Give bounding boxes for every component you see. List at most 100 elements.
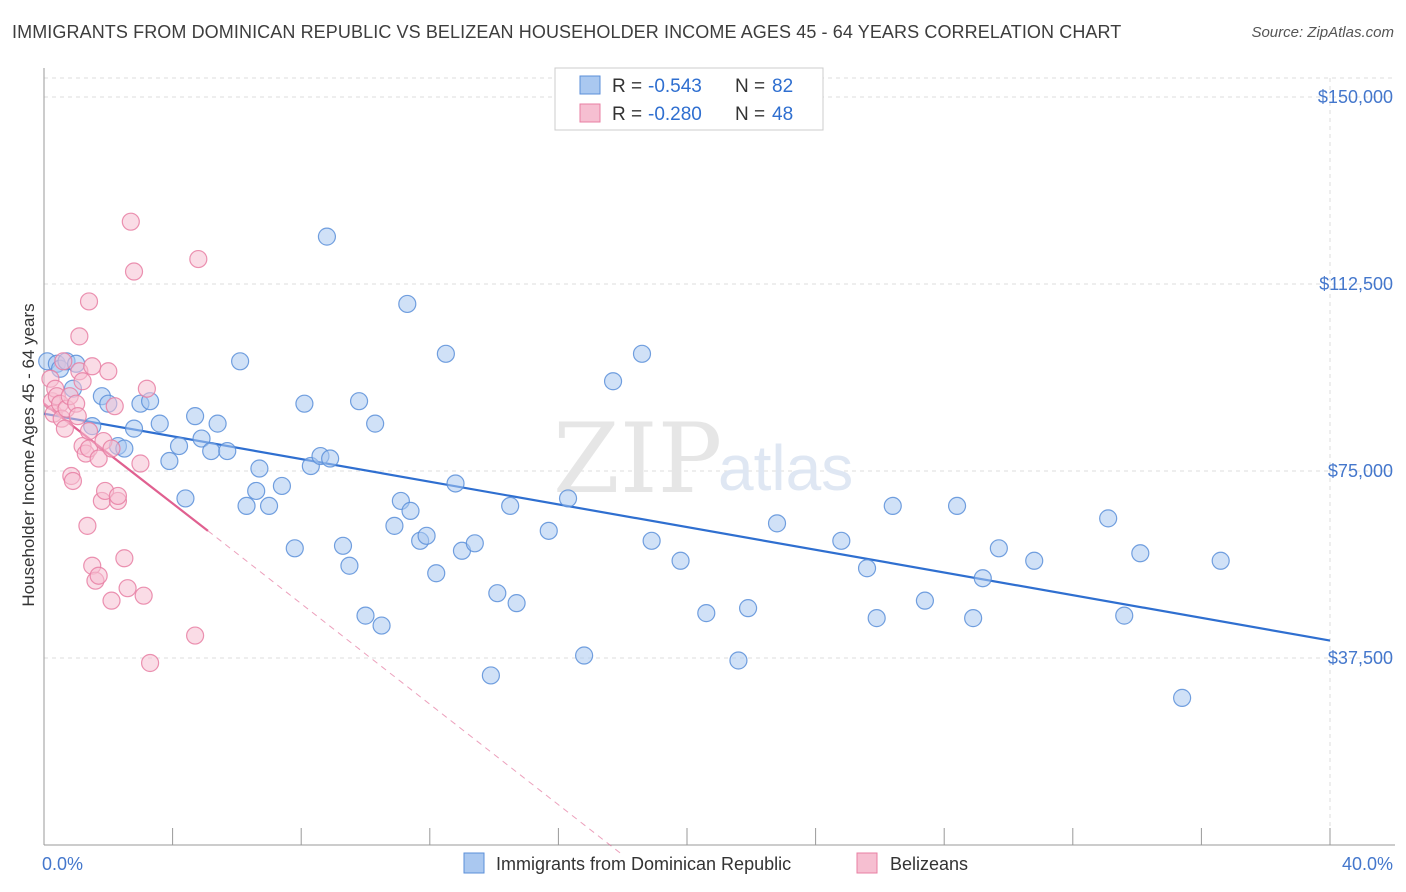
point-belizean-8 <box>55 419 74 438</box>
point-dominican-56 <box>539 521 558 540</box>
y-axis-label: Householder Income Ages 45 - 64 years <box>19 303 38 606</box>
bottom-legend: Immigrants from Dominican Republic Beliz… <box>463 852 968 874</box>
chart-title: IMMIGRANTS FROM DOMINICAN REPUBLIC VS BE… <box>12 22 1122 42</box>
point-dominican-58 <box>575 646 594 665</box>
axes <box>43 68 1395 846</box>
point-belizean-41 <box>121 212 140 231</box>
point-dominican-43 <box>398 294 417 314</box>
trend-line-dominican <box>43 412 1331 642</box>
watermark-zip: ZIP <box>553 403 722 515</box>
point-dominican-41 <box>385 516 404 535</box>
point-dominican-70 <box>867 609 886 628</box>
point-dominican-27 <box>259 496 279 516</box>
point-dominican-52 <box>481 666 500 685</box>
point-dominican-68 <box>832 531 851 550</box>
point-dominican-79 <box>1115 606 1134 625</box>
bottom-legend-label-1: Belizeans <box>890 854 968 874</box>
point-dominican-57 <box>558 489 578 508</box>
point-belizean-37 <box>118 579 137 598</box>
point-dominican-66 <box>738 599 758 618</box>
point-belizean-17 <box>70 327 89 346</box>
point-dominican-81 <box>1173 688 1192 707</box>
legend-n-label-0: N = <box>735 76 765 97</box>
point-belizean-7 <box>54 352 73 371</box>
point-dominican-38 <box>356 606 375 625</box>
point-dominican-20 <box>202 441 221 461</box>
point-belizean-42 <box>131 454 150 473</box>
point-belizean-46 <box>189 249 208 269</box>
bottom-legend-swatch-blue <box>463 852 485 874</box>
point-dominican-49 <box>446 474 465 493</box>
point-dominican-67 <box>767 514 787 533</box>
point-dominican-28 <box>272 476 292 496</box>
point-belizean-32 <box>105 397 124 416</box>
point-dominican-62 <box>642 531 661 550</box>
legend-n-label-1: N = <box>735 104 765 125</box>
legend-r-label-1: R = <box>612 104 642 125</box>
point-dominican-59 <box>603 372 623 391</box>
point-dominican-76 <box>989 539 1008 558</box>
bottom-legend-label-0: Immigrants from Dominican Republic <box>496 854 791 874</box>
point-belizean-43 <box>134 586 153 605</box>
point-dominican-21 <box>208 414 227 433</box>
point-dominican-35 <box>333 536 353 555</box>
point-belizean-47 <box>186 626 205 645</box>
point-dominican-77 <box>1025 551 1044 570</box>
top-legend: R = -0.543 N = 82 R = -0.280 N = 48 <box>554 67 824 131</box>
point-dominican-15 <box>160 451 179 471</box>
point-dominican-69 <box>857 559 877 578</box>
legend-n-value-0: 82 <box>772 76 793 97</box>
legend-r-label-0: R = <box>612 76 642 97</box>
point-belizean-44 <box>137 379 156 398</box>
point-dominican-23 <box>231 352 250 371</box>
point-belizean-16 <box>73 372 92 391</box>
y-tick-label-3: $150,000 <box>1318 87 1393 107</box>
point-dominican-82 <box>1211 551 1230 570</box>
point-belizean-14 <box>68 407 87 426</box>
watermark: ZIP atlas <box>553 403 853 515</box>
point-belizean-40 <box>124 262 144 281</box>
data-points <box>38 97 1230 707</box>
point-belizean-25 <box>89 449 108 468</box>
point-dominican-40 <box>372 616 391 635</box>
legend-n-value-1: 48 <box>772 104 793 125</box>
point-belizean-36 <box>102 591 121 610</box>
point-belizean-12 <box>63 471 83 491</box>
point-dominican-16 <box>169 436 189 456</box>
point-belizean-26 <box>89 566 108 585</box>
point-dominican-34 <box>317 227 337 246</box>
point-belizean-21 <box>79 422 99 441</box>
point-dominican-48 <box>436 344 455 363</box>
point-belizean-38 <box>115 549 134 568</box>
point-dominican-74 <box>964 609 983 628</box>
point-dominican-19 <box>192 429 211 448</box>
legend-r-value-1: -0.280 <box>648 104 702 125</box>
x-tick-labels: 0.0% 40.0% <box>42 854 1393 874</box>
y-tick-label-2: $112,500 <box>1319 274 1393 294</box>
point-dominican-65 <box>729 651 748 670</box>
legend-swatch-blue <box>579 75 601 95</box>
point-dominican-64 <box>697 604 716 623</box>
point-dominican-80 <box>1131 544 1150 563</box>
point-dominican-54 <box>501 496 520 516</box>
point-belizean-39 <box>108 486 128 506</box>
point-dominican-51 <box>465 534 484 553</box>
point-belizean-31 <box>102 439 121 458</box>
point-dominican-75 <box>973 569 992 588</box>
point-dominican-22 <box>218 441 237 461</box>
point-dominican-46 <box>417 526 436 545</box>
point-dominican-33 <box>321 449 340 468</box>
point-dominican-55 <box>507 594 526 613</box>
point-dominican-24 <box>237 496 256 516</box>
legend-r-value-0: -0.543 <box>648 76 702 97</box>
legend-swatch-pink <box>579 103 601 123</box>
point-dominican-53 <box>488 584 507 603</box>
y-tick-labels: $37,500 $75,000 $112,500 $150,000 <box>1318 87 1393 668</box>
point-dominican-47 <box>427 564 446 583</box>
watermark-atlas: atlas <box>718 432 853 504</box>
x-tick-label-0: 0.0% <box>42 854 83 874</box>
point-dominican-39 <box>366 414 385 433</box>
point-belizean-30 <box>99 362 118 381</box>
point-dominican-61 <box>632 344 652 363</box>
